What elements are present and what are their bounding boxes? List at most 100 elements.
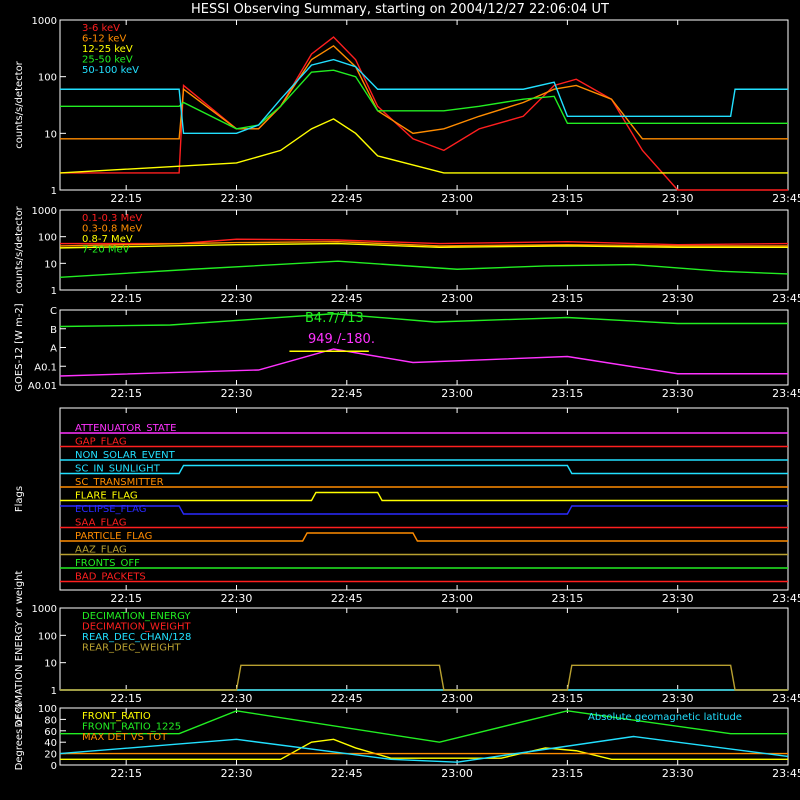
x-tick-label: 23:00	[441, 387, 473, 400]
y-axis-label: Degrees or %	[14, 703, 25, 771]
x-tick-label: 22:30	[221, 292, 253, 305]
y-tick-label: B	[50, 325, 57, 336]
x-tick-label: 23:15	[552, 767, 584, 780]
y-tick-label: A0.01	[28, 381, 57, 392]
y-axis-label: DECIMATION ENERGY or weight	[14, 570, 25, 727]
plot-title: HESSI Observing Summary, starting on 200…	[191, 2, 609, 17]
series-line	[59, 240, 788, 247]
panel-4: 22:15 22:30 22:45 23:00 23:15 23:30 23:45 Flags…	[14, 407, 800, 605]
y-tick-label: A0.1	[34, 362, 57, 373]
series-line	[59, 348, 788, 377]
x-tick-label: 23:30	[662, 692, 694, 705]
x-tick-label: 23:45	[772, 192, 800, 205]
series-line	[59, 260, 789, 278]
y-tick-label: 1	[51, 186, 57, 197]
series-line	[60, 664, 788, 691]
series-line	[59, 242, 788, 249]
x-tick-label: 23:30	[662, 387, 694, 400]
y-tick-label: 80	[44, 715, 57, 726]
x-tick-label: 23:15	[552, 192, 584, 205]
legend-entry: PARTICLE_FLAG	[75, 531, 152, 542]
legend-entry: SC_TRANSMITTER	[75, 477, 164, 488]
x-tick-label: 22:15	[110, 767, 142, 780]
x-tick-label: 23:00	[441, 192, 473, 205]
x-tick-label: 22:45	[331, 387, 363, 400]
legend-entry: FRONT_RATIO	[82, 711, 151, 722]
legend-entry: 3-6 keV	[82, 23, 120, 34]
x-tick-label: 22:45	[331, 692, 363, 705]
y-tick-label: 100	[38, 233, 57, 244]
x-tick-label: 22:15	[110, 292, 142, 305]
y-tick-label: 10	[44, 129, 57, 140]
y-tick-label: 100	[38, 73, 57, 84]
series-line	[60, 532, 788, 542]
x-tick-label: 23:00	[441, 767, 473, 780]
legend-entry: 12-25 keV	[82, 44, 133, 55]
x-tick-label: 23:15	[552, 592, 584, 605]
x-tick-label: 22:15	[110, 692, 142, 705]
series-line	[60, 69, 788, 130]
panel-5: 22:15 22:30 22:45 23:00 23:15 23:30 23:45 1 10 10…	[14, 570, 800, 727]
legend-entry: SC_IN_SUNLIGHT	[75, 464, 161, 475]
legend-entry: DECIMATION_ENERGY	[82, 611, 191, 622]
x-tick-label: 22:45	[331, 292, 363, 305]
series-line	[60, 710, 788, 743]
legend-entry: AAZ_FLAG	[75, 545, 127, 556]
legend-entry: FRONT_RATIO_1225	[82, 722, 181, 733]
legend-entry: NON_SOLAR_EVENT	[75, 450, 176, 461]
legend-entry: 0.8-7 MeV	[82, 234, 133, 245]
x-tick-label: 22:15	[110, 387, 142, 400]
legend-entry: REAR_DEC_CHAN/128	[82, 632, 191, 643]
x-tick-label: 23:45	[772, 692, 800, 705]
x-tick-label: 23:00	[441, 692, 473, 705]
x-tick-label: 23:30	[662, 192, 694, 205]
x-tick-label: 22:30	[221, 387, 253, 400]
y-axis-label: counts/s/detector	[14, 205, 25, 293]
x-tick-label: 22:30	[221, 192, 253, 205]
legend-entry: BAD_PACKETS	[75, 572, 146, 583]
x-tick-label: 22:15	[110, 192, 142, 205]
series-line	[60, 464, 788, 475]
y-tick-label: 1000	[32, 16, 57, 27]
x-tick-label: 23:15	[552, 692, 584, 705]
series-line	[60, 505, 788, 515]
y-axis-label: counts/s/detector	[14, 60, 25, 148]
y-tick-label: 10	[44, 259, 57, 270]
legend-entry: 0.3-0.8 MeV	[82, 224, 142, 235]
x-tick-label: 23:45	[772, 767, 800, 780]
legend-entry: SAA_FLAG	[75, 518, 126, 529]
series-line	[59, 118, 788, 174]
legend-entry: GAP_FLAG	[75, 437, 127, 448]
x-tick-label: 22:30	[221, 767, 253, 780]
legend-entry: 6-12 keV	[82, 34, 126, 45]
y-tick-label: 1	[51, 286, 57, 297]
panel-2: 22:15 22:30 22:45 23:00 23:15 23:30 23:45 1 10 10…	[14, 205, 800, 305]
legend-entry: FRONTS_OFF	[75, 558, 140, 569]
x-tick-label: 23:30	[662, 592, 694, 605]
legend-entry: 50-100 keV	[82, 65, 139, 76]
panel-frame	[59, 407, 789, 591]
y-tick-label: 40	[44, 738, 57, 749]
y-tick-label: 10	[44, 659, 57, 670]
y-tick-label: 60	[44, 727, 57, 738]
y-tick-label: 1000	[32, 604, 57, 615]
y-tick-label: 100	[38, 631, 57, 642]
series-line	[59, 313, 788, 328]
x-tick-label: 23:00	[441, 592, 473, 605]
x-tick-label: 22:45	[331, 767, 363, 780]
x-tick-label: 22:30	[221, 592, 253, 605]
legend-entry: FLARE_FLAG	[75, 491, 138, 502]
panel-frame	[59, 209, 789, 291]
legend-entry: 25-50 keV	[82, 55, 133, 66]
panel-3: 22:15 22:30 22:45 23:00 23:15 23:30 23:45 A0.01…	[14, 303, 800, 400]
annotation: 949./-180.	[308, 332, 375, 347]
legend-entry: ATTENUATOR_STATE	[75, 423, 176, 434]
x-tick-label: 23:15	[552, 387, 584, 400]
x-tick-label: 23:30	[662, 767, 694, 780]
y-axis-label: GOES-12 [W m-2]	[14, 303, 25, 391]
y-tick-label: 100	[38, 704, 57, 715]
x-tick-label: 23:15	[552, 292, 584, 305]
x-tick-label: 22:15	[110, 592, 142, 605]
x-tick-label: 22:45	[331, 192, 363, 205]
